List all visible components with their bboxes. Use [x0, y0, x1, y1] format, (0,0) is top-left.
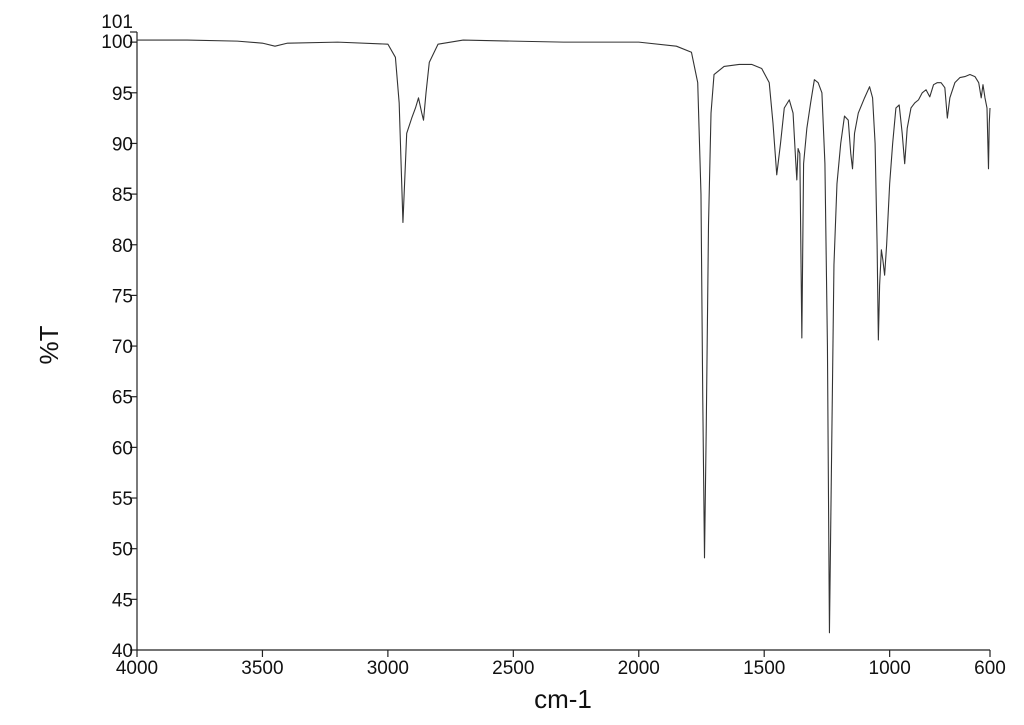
y-tick-label: 55 [112, 489, 133, 510]
y-tick-label: 80 [112, 236, 133, 257]
x-tick-label: 2500 [492, 658, 534, 679]
y-tick-label: 95 [112, 84, 133, 105]
x-tick-label: 1500 [743, 658, 785, 679]
x-tick-label: 1000 [869, 658, 911, 679]
x-axis-title: cm-1 [534, 684, 592, 714]
y-tick-label: 60 [112, 438, 133, 459]
y-tick-label: 40 [112, 641, 133, 662]
x-tick-label: 4000 [116, 658, 158, 679]
x-tick-label: 2000 [618, 658, 660, 679]
x-tick-label: 600 [974, 658, 1006, 679]
y-tick-label: 45 [112, 590, 133, 611]
y-tick-label: 70 [112, 337, 133, 358]
x-tick-label: 3000 [367, 658, 409, 679]
y-tick-label: 101 [101, 12, 133, 33]
y-axis-title: %T [34, 325, 64, 364]
y-tick-label: 75 [112, 286, 133, 307]
x-tick-label: 3500 [241, 658, 283, 679]
y-tick-label: 100 [101, 32, 133, 53]
y-tick-label: 50 [112, 540, 133, 561]
y-tick-label: 90 [112, 134, 133, 155]
y-tick-label: 65 [112, 388, 133, 409]
y-tick-label: 85 [112, 185, 133, 206]
spectrum-line [137, 39, 991, 634]
